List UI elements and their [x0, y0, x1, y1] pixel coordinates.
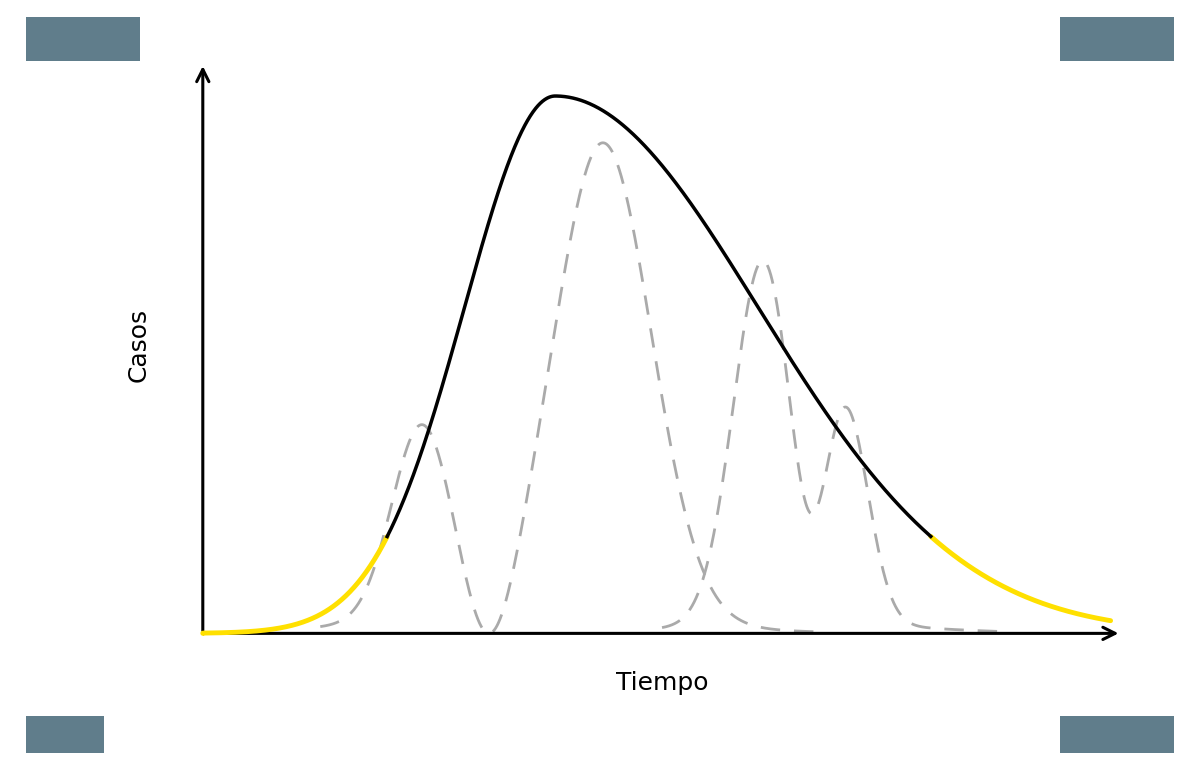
Text: Casos: Casos: [127, 308, 151, 382]
Text: Tiempo: Tiempo: [616, 671, 708, 694]
